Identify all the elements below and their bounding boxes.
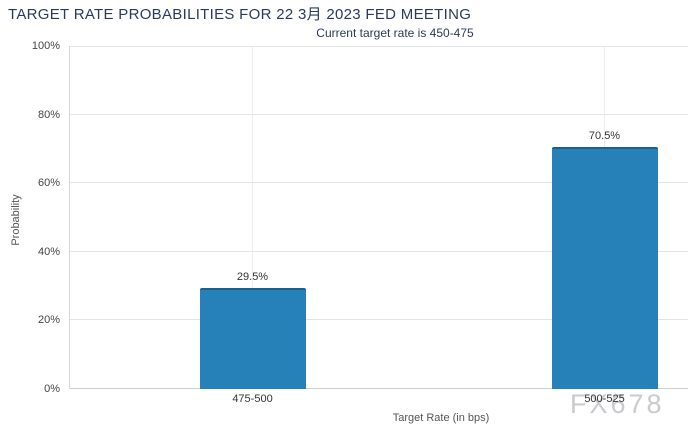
y-tick-label: 0% xyxy=(44,383,60,395)
y-axis-title: Probability xyxy=(10,194,22,246)
probability-bar-475-500[interactable] xyxy=(199,288,306,389)
fx678-watermark: FX678 xyxy=(570,389,665,419)
plot-area: 29.5% 475-500 70.5% 500-525 xyxy=(69,46,688,405)
x-category-label: 475-500 xyxy=(232,393,273,405)
v-gridline xyxy=(252,46,253,389)
y-tick-label: 100% xyxy=(31,40,60,52)
h-gridline xyxy=(70,46,688,47)
x-category-label: 500-525 xyxy=(584,393,625,405)
bar-value-label: 29.5% xyxy=(236,271,269,283)
y-tick-label: 40% xyxy=(37,245,60,258)
h-gridline xyxy=(70,182,688,184)
h-gridline xyxy=(70,388,688,389)
y-tick-label: 60% xyxy=(37,177,60,190)
chart-title: TARGET RATE PROBABILITIES FOR 22 3月 2023… xyxy=(8,6,472,23)
y-tick-label: 20% xyxy=(37,314,60,327)
chart-subtitle: Current target rate is 450-475 xyxy=(316,26,474,40)
h-gridline xyxy=(70,319,688,321)
y-tick-label: 80% xyxy=(37,108,60,121)
bar-value-label: 70.5% xyxy=(588,130,621,142)
x-axis-title: Target Rate (in bps) xyxy=(392,412,490,424)
h-gridline xyxy=(70,113,688,115)
h-gridline xyxy=(70,250,688,252)
probability-bar-500-525[interactable] xyxy=(551,147,658,389)
